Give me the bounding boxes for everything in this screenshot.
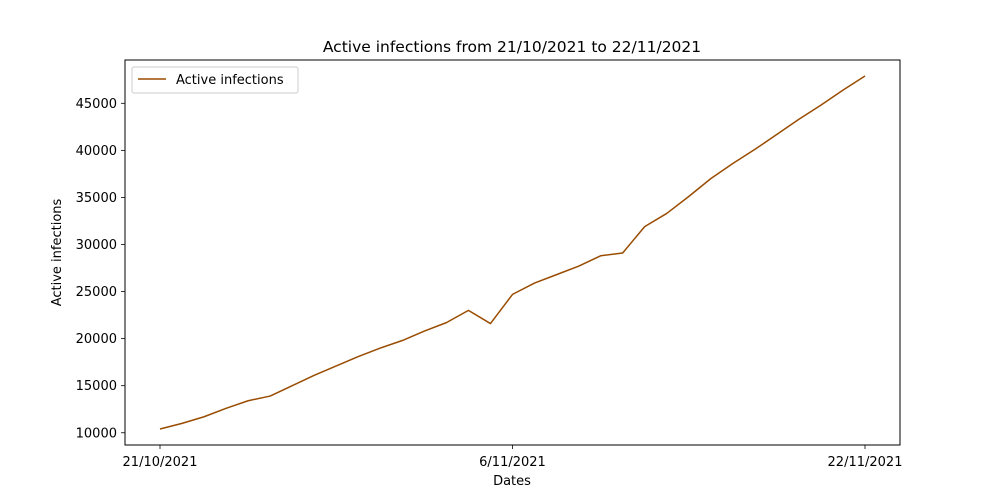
axes-frame <box>124 59 901 446</box>
chart-title: Active infections from 21/10/2021 to 22/… <box>323 38 701 56</box>
legend: Active infections <box>131 66 299 94</box>
x-tick-label: 21/10/2021 <box>123 455 198 470</box>
y-tick-label: 25000 <box>76 285 117 300</box>
x-axis-title: Dates <box>493 474 531 489</box>
y-tick-label: 15000 <box>76 379 117 394</box>
y-tick-label: 20000 <box>76 332 117 347</box>
legend-box <box>131 66 299 94</box>
y-tick-label: 10000 <box>76 426 117 441</box>
x-tick-label: 6/11/2021 <box>479 455 546 470</box>
y-axis: 10000 15000 20000 25000 30000 35000 40000 45000 <box>76 97 125 441</box>
x-tick-label: 22/11/2021 <box>828 455 903 470</box>
y-axis-title: Active infections <box>50 198 65 306</box>
y-tick-label: 30000 <box>76 238 117 253</box>
x-axis: 21/10/2021 6/11/2021 22/11/2021 <box>123 445 903 470</box>
plot-area <box>124 59 901 446</box>
series-line-active-infections <box>159 75 866 430</box>
legend-entry-active-infections: Active infections <box>176 73 284 88</box>
y-tick-label: 45000 <box>76 97 117 112</box>
y-tick-label: 40000 <box>76 144 117 159</box>
y-tick-label: 35000 <box>76 191 117 206</box>
